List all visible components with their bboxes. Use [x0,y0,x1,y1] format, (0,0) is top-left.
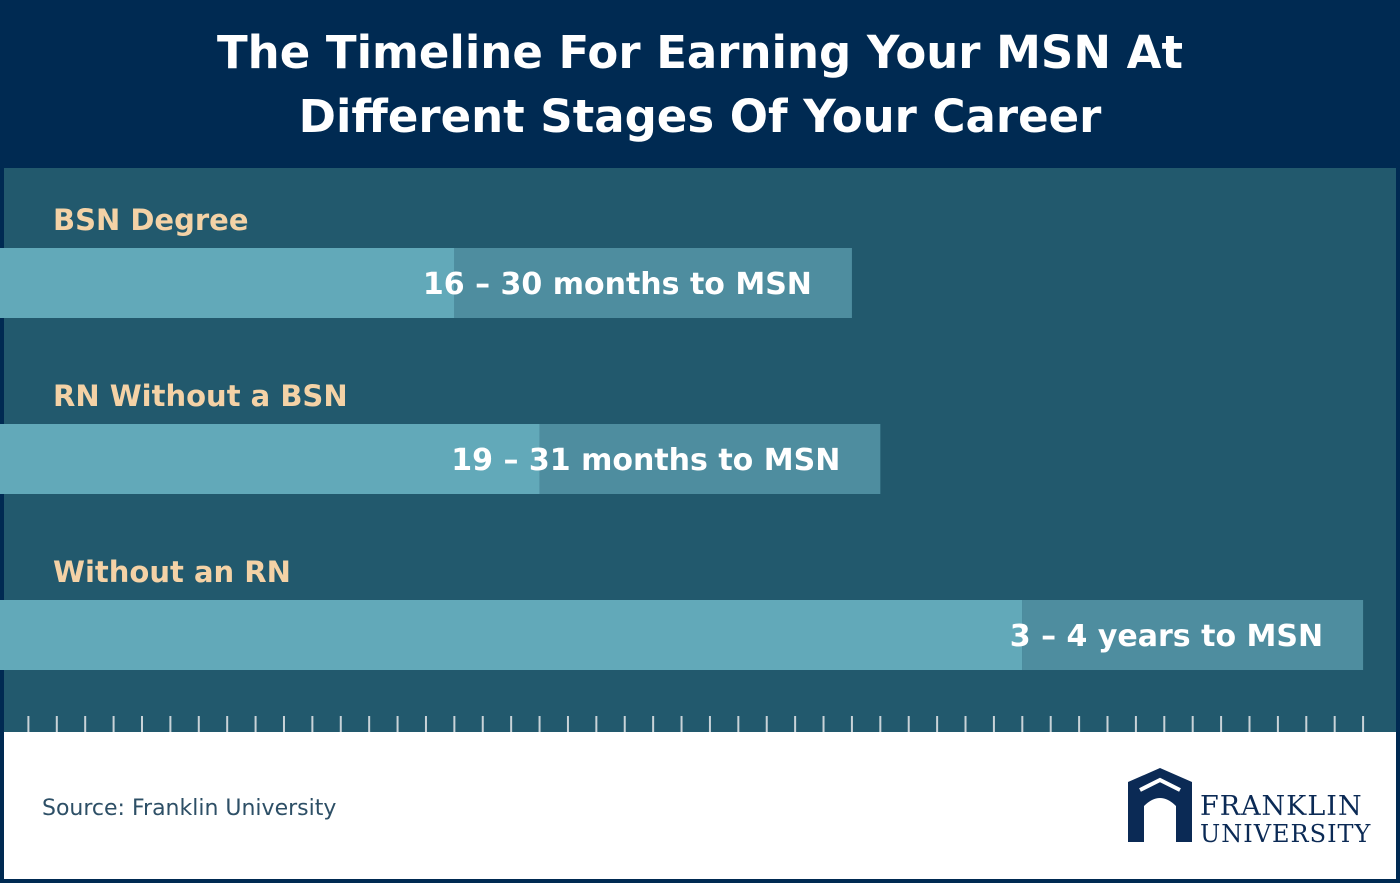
source: Source: Franklin University [42,796,336,821]
value-label: 3 – 4 years to MSN [1010,619,1323,654]
logo-text: UNIVERSITY [1200,820,1372,848]
bar-low [0,248,455,318]
bar-high [1022,600,1364,670]
bar-high [539,424,881,494]
value-label: 16 – 30 months to MSN [423,267,812,302]
chart-title: Different Stages Of Your Career [299,90,1103,143]
logo-text: FRANKLIN [1200,791,1363,822]
bar-low [0,600,1023,670]
bar-low [0,424,540,494]
value-label: 19 – 31 months to MSN [451,443,840,478]
category-label: RN Without a BSN [53,379,348,413]
category-label: BSN Degree [53,203,249,237]
footer [4,732,1396,879]
category-label: Without an RN [53,555,291,589]
logo-mark [1128,768,1192,842]
chart-title: The Timeline For Earning Your MSN At [217,26,1183,79]
bar-high [454,248,852,318]
